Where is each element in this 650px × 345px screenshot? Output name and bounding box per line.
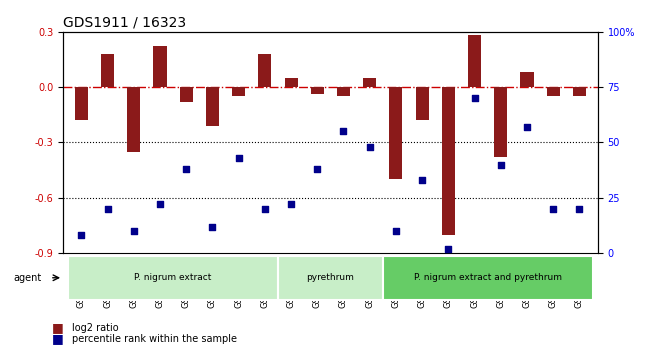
- Point: [338, 129, 348, 134]
- Point: [76, 233, 86, 238]
- Bar: [311, 87, 324, 94]
- Bar: [127, 87, 140, 151]
- Point: [181, 166, 191, 172]
- Bar: [258, 54, 272, 87]
- Bar: [206, 87, 219, 126]
- FancyBboxPatch shape: [278, 256, 383, 300]
- FancyBboxPatch shape: [68, 256, 278, 300]
- Point: [469, 95, 480, 101]
- Text: log2 ratio: log2 ratio: [72, 323, 118, 333]
- Point: [155, 201, 165, 207]
- Text: pyrethrum: pyrethrum: [306, 273, 354, 282]
- Text: ■: ■: [52, 332, 64, 345]
- Point: [391, 228, 401, 234]
- Bar: [101, 54, 114, 87]
- Bar: [153, 46, 166, 87]
- Bar: [285, 78, 298, 87]
- Bar: [389, 87, 402, 179]
- Point: [259, 206, 270, 211]
- Point: [286, 201, 296, 207]
- Point: [102, 206, 112, 211]
- Bar: [363, 78, 376, 87]
- Point: [365, 144, 375, 149]
- Point: [522, 124, 532, 130]
- Bar: [337, 87, 350, 96]
- Bar: [521, 72, 534, 87]
- Point: [443, 246, 454, 252]
- Text: percentile rank within the sample: percentile rank within the sample: [72, 334, 237, 344]
- Point: [417, 177, 427, 183]
- Point: [233, 155, 244, 161]
- Point: [574, 206, 584, 211]
- Text: ■: ■: [52, 321, 64, 334]
- Text: P. nigrum extract: P. nigrum extract: [135, 273, 212, 282]
- Point: [129, 228, 139, 234]
- Bar: [468, 35, 481, 87]
- Bar: [494, 87, 508, 157]
- Bar: [442, 87, 455, 235]
- Point: [312, 166, 322, 172]
- Bar: [547, 87, 560, 96]
- Bar: [573, 87, 586, 96]
- Point: [548, 206, 558, 211]
- Text: P. nigrum extract and pyrethrum: P. nigrum extract and pyrethrum: [413, 273, 562, 282]
- Text: GDS1911 / 16323: GDS1911 / 16323: [63, 15, 186, 29]
- FancyBboxPatch shape: [383, 256, 593, 300]
- Text: agent: agent: [14, 273, 42, 283]
- Point: [495, 162, 506, 167]
- Bar: [232, 87, 245, 96]
- Point: [207, 224, 218, 229]
- Bar: [415, 87, 429, 120]
- Bar: [179, 87, 193, 102]
- Bar: [75, 87, 88, 120]
